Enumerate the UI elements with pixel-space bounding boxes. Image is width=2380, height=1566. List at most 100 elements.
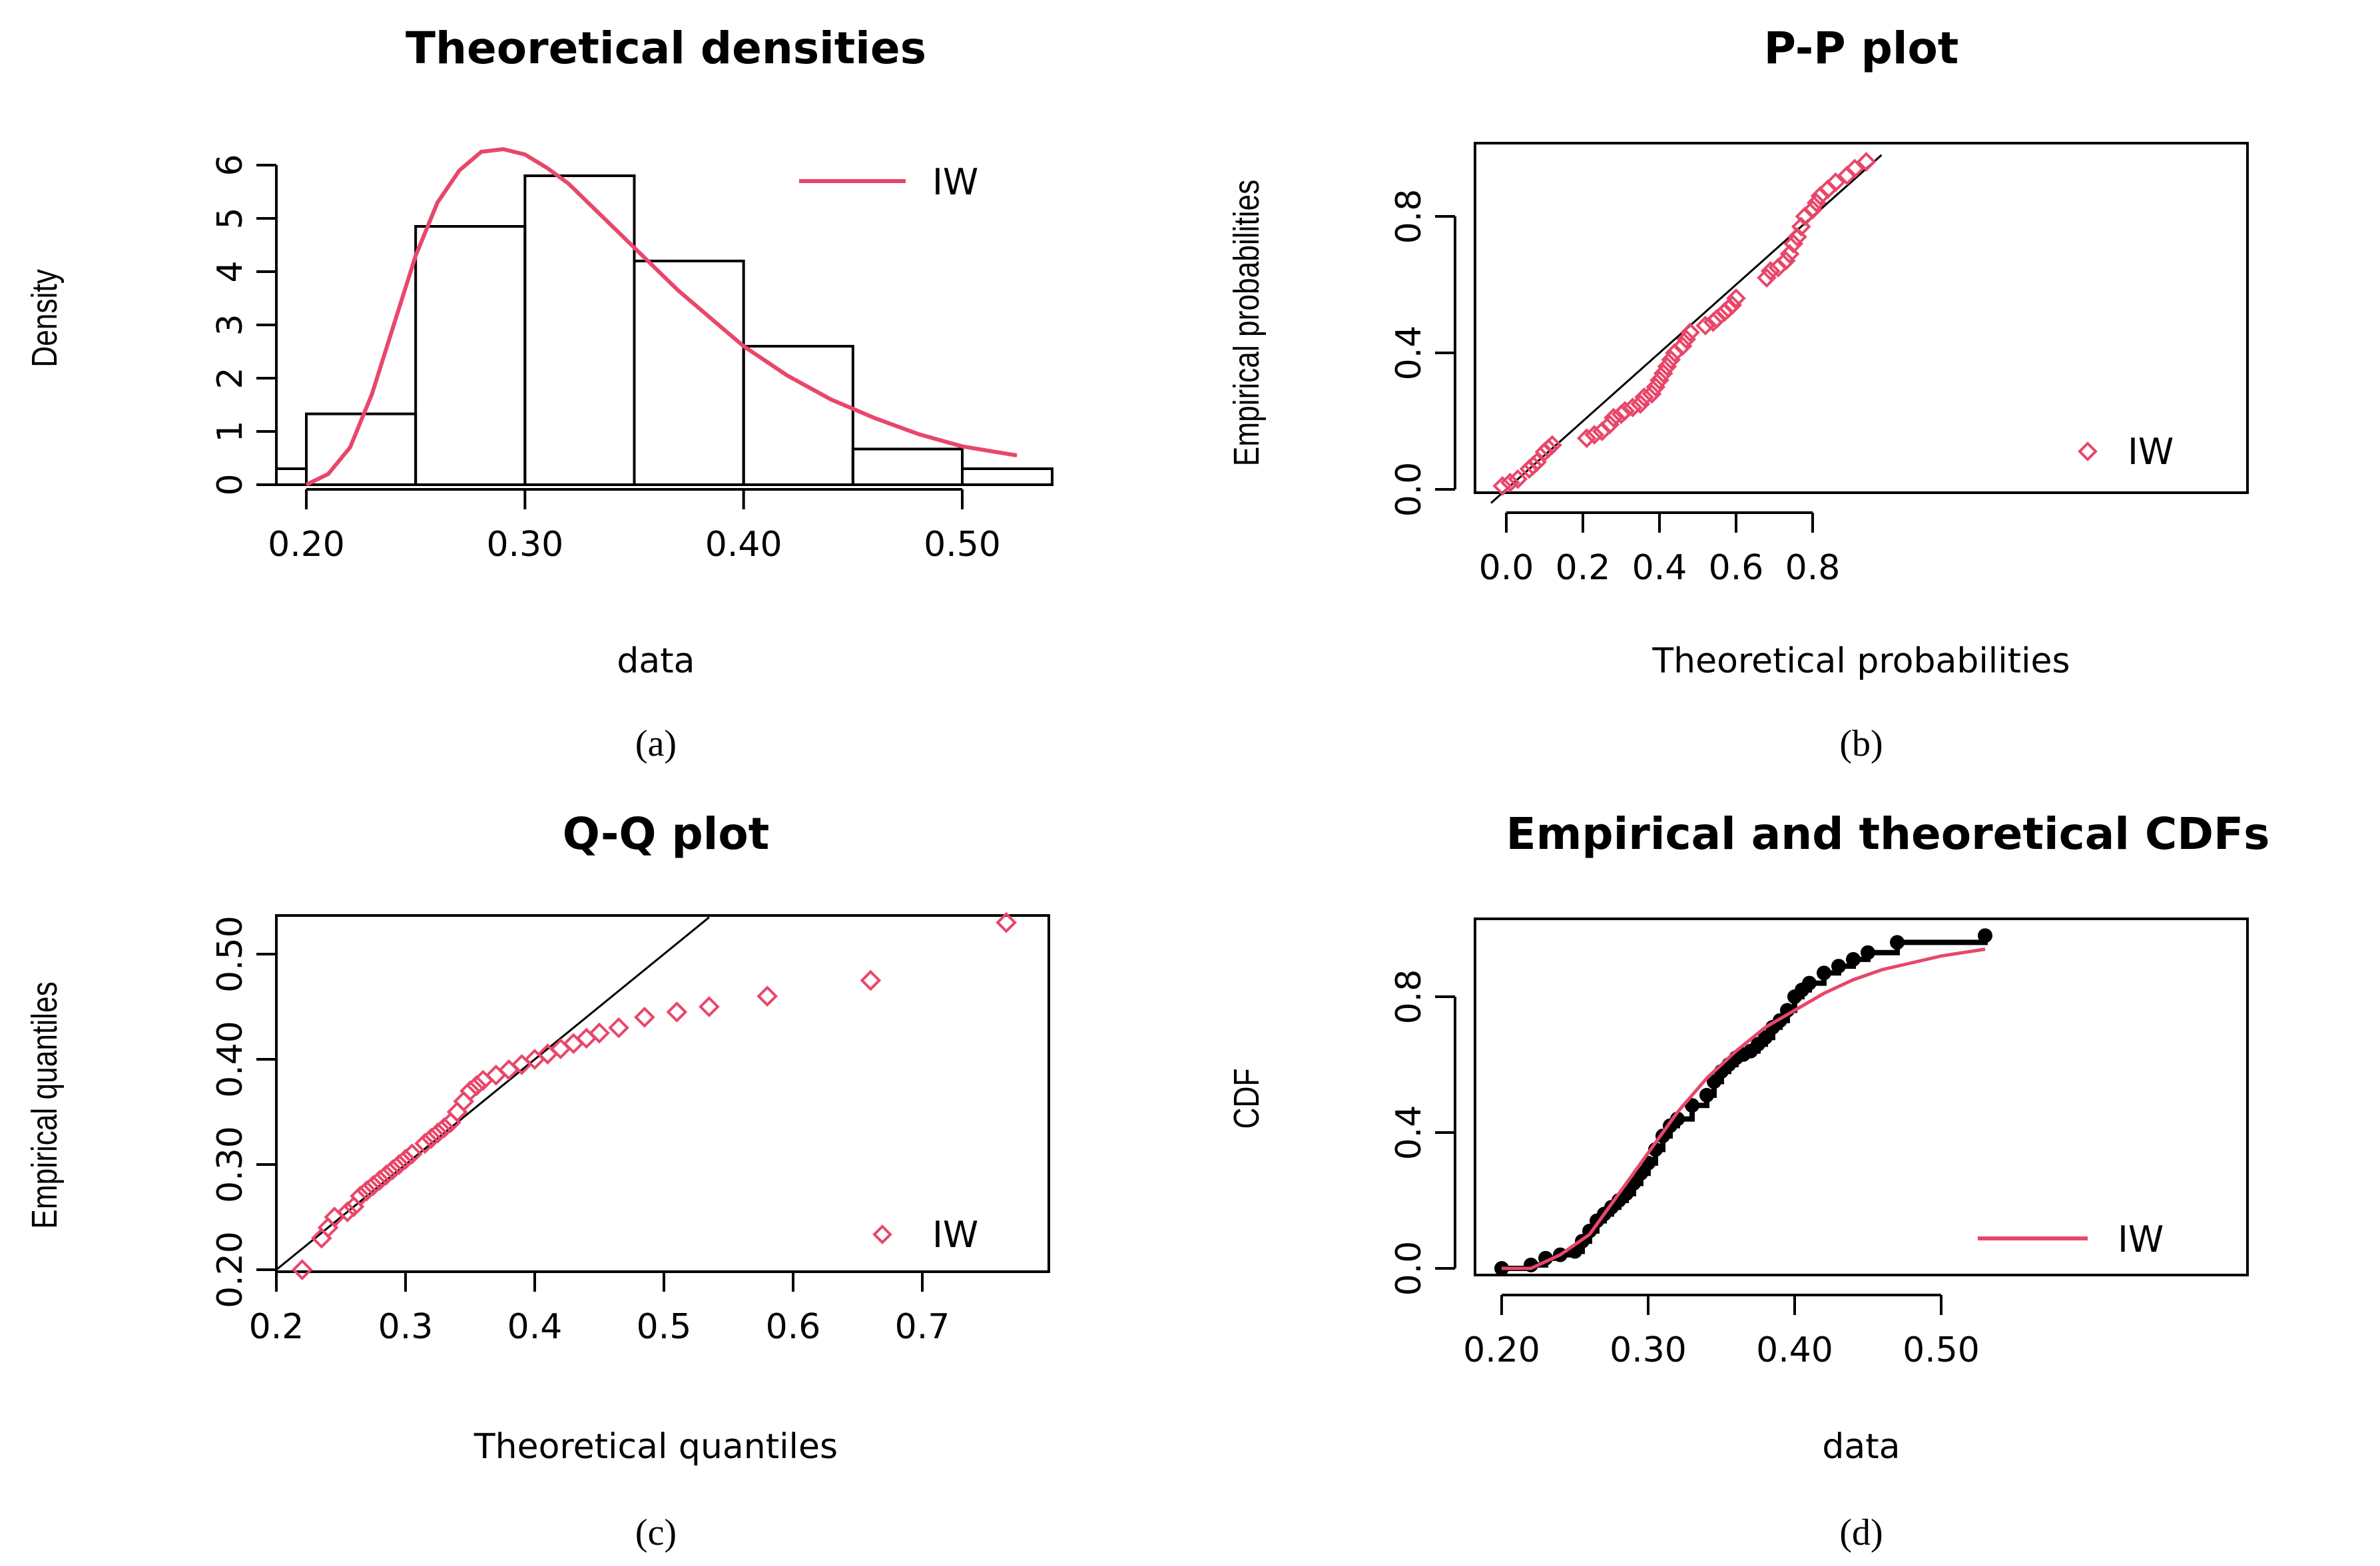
panel-a-y-tick-label: 6: [210, 154, 250, 176]
panel-b-x-tick-label: 0.6: [1709, 548, 1764, 588]
panel-b-data-point: [1622, 397, 1643, 417]
panel-a-x-tick-label: 0.30: [486, 525, 563, 565]
panel-d-empirical-point: [1707, 1074, 1721, 1089]
panel-c-data-point: [699, 996, 720, 1017]
panel-d-y-tick-label: 0.0: [1389, 1241, 1429, 1296]
panel-b-data-point: [1672, 336, 1693, 356]
panel-d-plot-box: [1474, 917, 2249, 1276]
panel-b-data-point: [1680, 322, 1700, 343]
panel-b-data-point: [1783, 234, 1804, 254]
panel-c-x-tick-label: 0.5: [637, 1307, 692, 1347]
panel-b-data-point: [1584, 425, 1605, 445]
panel-d-empirical-point: [1831, 959, 1846, 974]
panel-b-y-tick-label: 0.4: [1389, 326, 1429, 381]
panel-c-data-point: [395, 1149, 416, 1170]
panel-a-y-tick-label: 5: [210, 207, 250, 229]
panel-c-data-point: [362, 1174, 384, 1196]
panel-b-data-point: [1845, 158, 1865, 179]
panel-d-empirical-point: [1758, 1030, 1773, 1045]
panel-b-data-point: [1657, 356, 1677, 377]
panel-c-y-tick-label: 0.20: [210, 1231, 250, 1308]
panel-d-empirical-point: [1861, 945, 1875, 960]
panel-d-caption: (d): [1839, 1512, 1883, 1553]
panel-a-histogram-bar: [414, 225, 527, 486]
panel-b-data-point: [1856, 152, 1877, 172]
panel-b-caption: (b): [1839, 723, 1883, 764]
panel-c-title: Q-Q plot: [563, 808, 770, 860]
panel-d-y-tick-label: 0.8: [1389, 969, 1429, 1025]
panel-c-data-point: [388, 1154, 410, 1175]
panel-d-iw-cdf-curve: [1502, 947, 1986, 1270]
panel-c-data-point: [420, 1127, 442, 1149]
panel-a-x-tick-label: 0.50: [924, 525, 1001, 565]
panel-b-data-point: [1653, 363, 1673, 384]
panel-b-title: P-P plot: [1764, 23, 1959, 74]
panel-d-empirical-point: [1978, 928, 1992, 943]
panel-b-data-point: [1538, 438, 1559, 459]
panel-c: Q-Q plot Empirical quantiles Theoretical…: [25, 808, 1050, 1553]
panel-d-title: Empirical and theoretical CDFs: [1506, 808, 2270, 860]
panel-d: Empirical and theoretical CDFs CDF data …: [1227, 808, 2270, 1553]
panel-d-xlabel: data: [1822, 1427, 1900, 1467]
panel-c-xlabel: Theoretical quantiles: [473, 1427, 838, 1467]
panel-c-data-point: [401, 1143, 423, 1165]
panel-a-y-tick-label: 4: [210, 260, 250, 282]
panel-b-data-point: [1649, 370, 1669, 390]
panel-b-data-point: [1527, 452, 1547, 472]
panel-b-legend-label: IW: [2128, 431, 2174, 473]
panel-c-x-tick-label: 0.4: [507, 1307, 563, 1347]
panel-b-data-point: [1600, 414, 1620, 435]
panel-c-data-point: [291, 1259, 313, 1280]
panel-d-legend-label: IW: [2118, 1218, 2164, 1260]
panel-c-data-point: [434, 1117, 455, 1139]
panel-b-data-point: [1722, 295, 1743, 316]
panel-c-data-point: [350, 1185, 371, 1207]
panel-b-legend-marker: [2078, 441, 2098, 461]
panel-c-data-point: [996, 912, 1017, 933]
panel-b-y-tick-label: 0.8: [1389, 189, 1429, 244]
panel-b-data-point: [1775, 250, 1796, 271]
panel-a-x-tick-label: 0.20: [268, 525, 345, 565]
panel-d-empirical-point: [1890, 935, 1905, 950]
panel-c-data-point: [382, 1159, 404, 1180]
panel-c-data-point: [608, 1017, 629, 1039]
panel-c-data-point: [336, 1201, 358, 1222]
panel-b-data-point: [1825, 172, 1846, 192]
panel-c-caption: (c): [635, 1512, 677, 1553]
panel-a-y-tick-label: 3: [210, 314, 250, 336]
panel-b-data-point: [1806, 192, 1827, 213]
panel-b-data-point: [1718, 298, 1739, 319]
panel-b-data-point: [1500, 472, 1520, 493]
panel-c-legend-label: IW: [932, 1214, 978, 1256]
panel-b-ylabel: Empirical probabilities: [1227, 180, 1267, 466]
panel-c-data-point: [459, 1080, 481, 1102]
panel-c-ylabel: Empirical quantiles: [25, 981, 65, 1228]
panel-a-histogram-bar: [275, 467, 308, 486]
panel-c-x-tick-label: 0.7: [895, 1307, 950, 1347]
panel-b-data-point: [1726, 288, 1746, 308]
panel-a-caption: (a): [635, 723, 677, 764]
panel-d-empirical-cdf-line: [1502, 935, 1988, 1271]
panel-b-data-point: [1523, 455, 1544, 475]
panel-a-ylabel: Density: [25, 269, 65, 368]
panel-d-empirical-point: [1699, 1087, 1714, 1103]
panel-c-data-point: [427, 1122, 449, 1144]
panel-b-data-point: [1641, 384, 1662, 404]
panel-a-histogram-bar: [961, 467, 1053, 486]
panel-c-data-point: [453, 1091, 475, 1113]
panel-c-y-tick-label: 0.50: [210, 915, 250, 993]
panel-b-xlabel: Theoretical probabilities: [1651, 641, 2070, 681]
panel-a-x-tick-label: 0.40: [705, 525, 782, 565]
panel-c-legend-marker: [872, 1224, 892, 1244]
panel-b-data-point: [1676, 329, 1697, 350]
panel-d-x-tick-label: 0.40: [1756, 1330, 1833, 1370]
panel-b-data-point: [1803, 199, 1823, 220]
panel-a-title: Theoretical densities: [406, 23, 926, 74]
panel-c-data-point: [356, 1180, 378, 1202]
panel-a-iw-density-curve: [305, 146, 1018, 487]
panel-b-data-point: [1542, 435, 1562, 455]
panel-b-x-tick-label: 0.8: [1785, 548, 1841, 588]
panel-b-data-point: [1661, 350, 1681, 370]
panel-c-y-tick-label: 0.30: [210, 1126, 250, 1203]
